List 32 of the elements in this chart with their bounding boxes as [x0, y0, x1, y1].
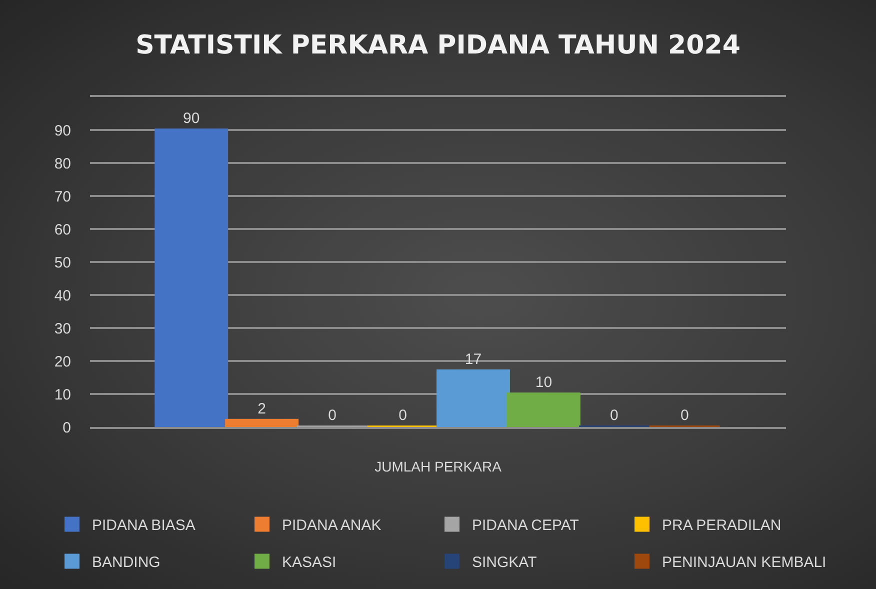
- legend-label: KASASI: [282, 554, 336, 572]
- legend-label: SINGKAT: [472, 554, 537, 572]
- y-tick-label: 40: [54, 287, 71, 304]
- bar: [506, 392, 580, 427]
- legend-label: PRA PERADILAN: [662, 517, 782, 534]
- y-tick-label: 60: [54, 221, 71, 238]
- data-label: 0: [680, 407, 689, 424]
- y-tick-label: 20: [54, 353, 71, 370]
- legend-label: PIDANA BIASA: [92, 517, 196, 534]
- x-tick-label: JUMLAH PERKARA: [374, 458, 502, 475]
- data-label: 0: [610, 407, 618, 424]
- data-label: 90: [183, 110, 200, 127]
- y-tick-label: 70: [54, 188, 71, 206]
- legend-label: BANDING: [92, 554, 160, 572]
- bar: [154, 128, 228, 427]
- y-tick-label: 30: [54, 320, 71, 338]
- data-label: 0: [398, 407, 407, 424]
- y-tick-label: 80: [54, 155, 71, 172]
- data-label: 17: [464, 350, 482, 368]
- y-tick-label: 10: [54, 386, 71, 404]
- y-tick-label: 90: [54, 122, 71, 140]
- legend-label: PIDANA ANAK: [282, 517, 382, 534]
- data-label: 2: [258, 400, 266, 418]
- data-label: 0: [328, 407, 336, 424]
- y-tick-label: 0: [62, 419, 71, 436]
- bar: [436, 369, 510, 427]
- y-tick-label: 50: [54, 254, 71, 272]
- legend-label: PIDANA CEPAT: [472, 517, 579, 534]
- data-label: 10: [535, 374, 552, 391]
- chart-title: STATISTIK PERKARA PIDANA TAHUN 2024: [136, 30, 740, 60]
- bar: [225, 418, 299, 427]
- legend-label: PENINJAUAN KEMBALI: [662, 554, 826, 572]
